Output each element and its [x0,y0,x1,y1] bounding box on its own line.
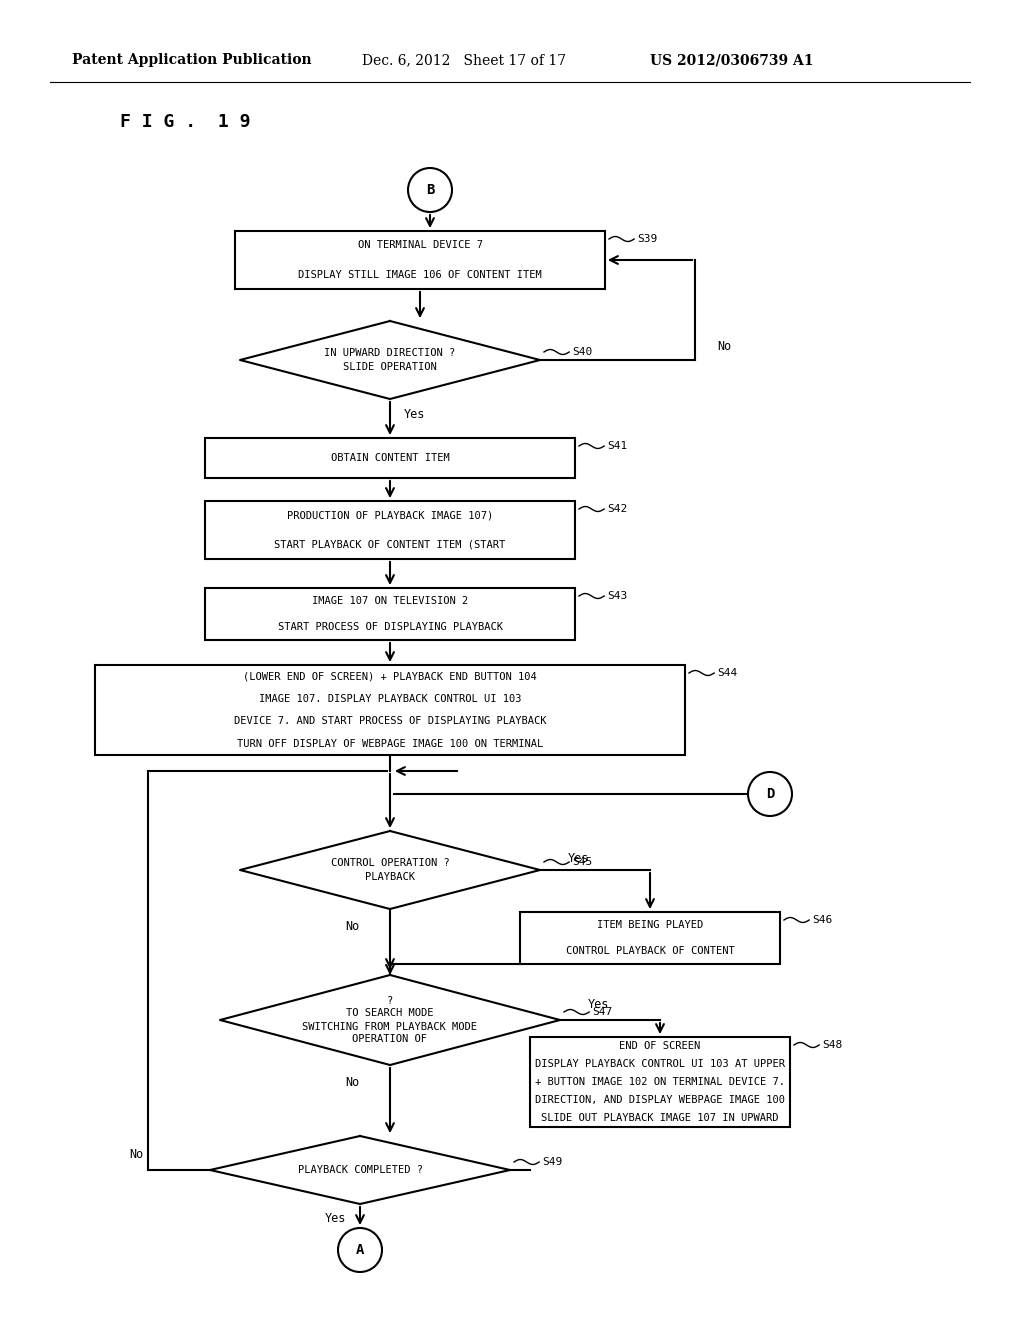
Text: SLIDE OUT PLAYBACK IMAGE 107 IN UPWARD: SLIDE OUT PLAYBACK IMAGE 107 IN UPWARD [542,1113,778,1123]
Text: A: A [355,1243,365,1257]
Bar [530,1038,790,1127]
Text: (LOWER END OF SCREEN) + PLAYBACK END BUTTON 104: (LOWER END OF SCREEN) + PLAYBACK END BUT… [243,672,537,681]
Text: TURN OFF DISPLAY OF WEBPAGE IMAGE 100 ON TERMINAL: TURN OFF DISPLAY OF WEBPAGE IMAGE 100 ON… [237,739,543,748]
Text: START PLAYBACK OF CONTENT ITEM (START: START PLAYBACK OF CONTENT ITEM (START [274,540,506,549]
Polygon shape [240,832,540,909]
Text: S41: S41 [607,441,628,451]
Text: US 2012/0306739 A1: US 2012/0306739 A1 [650,53,813,67]
Text: S47: S47 [592,1007,612,1016]
Text: S48: S48 [822,1040,843,1049]
Text: No: No [717,339,731,352]
Text: DEVICE 7. AND START PROCESS OF DISPLAYING PLAYBACK: DEVICE 7. AND START PROCESS OF DISPLAYIN… [233,717,546,726]
Text: START PROCESS OF DISPLAYING PLAYBACK: START PROCESS OF DISPLAYING PLAYBACK [278,622,503,632]
Text: Patent Application Publication: Patent Application Publication [72,53,311,67]
Text: OPERATION OF: OPERATION OF [352,1035,427,1044]
Bar [205,502,575,558]
Text: F I G .  1 9: F I G . 1 9 [120,114,251,131]
Text: Dec. 6, 2012   Sheet 17 of 17: Dec. 6, 2012 Sheet 17 of 17 [362,53,566,67]
Text: END OF SCREEN: END OF SCREEN [620,1041,700,1051]
Circle shape [748,772,792,816]
Bar [520,912,780,964]
Bar [95,665,685,755]
Text: DIRECTION, AND DISPLAY WEBPAGE IMAGE 100: DIRECTION, AND DISPLAY WEBPAGE IMAGE 100 [535,1096,785,1105]
Polygon shape [220,975,560,1065]
Text: No: No [346,920,360,933]
Circle shape [408,168,452,213]
Text: D: D [766,787,774,801]
Text: No: No [346,1077,360,1089]
Text: DISPLAY PLAYBACK CONTROL UI 103 AT UPPER: DISPLAY PLAYBACK CONTROL UI 103 AT UPPER [535,1059,785,1069]
Text: DISPLAY STILL IMAGE 106 OF CONTENT ITEM: DISPLAY STILL IMAGE 106 OF CONTENT ITEM [298,269,542,280]
Text: ITEM BEING PLAYED: ITEM BEING PLAYED [597,920,703,931]
Bar [234,231,605,289]
Text: TO SEARCH MODE: TO SEARCH MODE [346,1008,434,1019]
Text: + BUTTON IMAGE 102 ON TERMINAL DEVICE 7.: + BUTTON IMAGE 102 ON TERMINAL DEVICE 7. [535,1077,785,1086]
Text: IMAGE 107 ON TELEVISION 2: IMAGE 107 ON TELEVISION 2 [312,597,468,606]
Bar [205,587,575,640]
Text: No: No [129,1148,143,1162]
Polygon shape [210,1137,510,1204]
Text: IN UPWARD DIRECTION ?: IN UPWARD DIRECTION ? [325,348,456,359]
Text: Yes: Yes [568,851,590,865]
Text: ?: ? [387,995,393,1006]
Text: SWITCHING FROM PLAYBACK MODE: SWITCHING FROM PLAYBACK MODE [302,1022,477,1031]
Text: IMAGE 107. DISPLAY PLAYBACK CONTROL UI 103: IMAGE 107. DISPLAY PLAYBACK CONTROL UI 1… [259,694,521,704]
Text: S45: S45 [572,857,592,867]
Text: S39: S39 [637,234,657,244]
Text: PRODUCTION OF PLAYBACK IMAGE 107): PRODUCTION OF PLAYBACK IMAGE 107) [287,511,494,520]
Text: CONTROL PLAYBACK OF CONTENT: CONTROL PLAYBACK OF CONTENT [565,946,734,956]
Text: PLAYBACK: PLAYBACK [365,871,415,882]
Text: Yes: Yes [588,998,609,1011]
Text: B: B [426,183,434,197]
Text: Yes: Yes [404,408,425,421]
Text: CONTROL OPERATION ?: CONTROL OPERATION ? [331,858,450,869]
Text: S46: S46 [812,915,833,925]
Polygon shape [240,321,540,399]
Text: OBTAIN CONTENT ITEM: OBTAIN CONTENT ITEM [331,453,450,463]
Text: ON TERMINAL DEVICE 7: ON TERMINAL DEVICE 7 [357,240,482,251]
Bar [205,438,575,478]
Text: SLIDE OPERATION: SLIDE OPERATION [343,362,437,371]
Text: S43: S43 [607,591,628,601]
Text: PLAYBACK COMPLETED ?: PLAYBACK COMPLETED ? [298,1166,423,1175]
Text: Yes: Yes [325,1213,346,1225]
Circle shape [338,1228,382,1272]
Text: S42: S42 [607,504,628,513]
Text: S40: S40 [572,347,592,356]
Text: S49: S49 [542,1158,562,1167]
Text: S44: S44 [717,668,737,678]
